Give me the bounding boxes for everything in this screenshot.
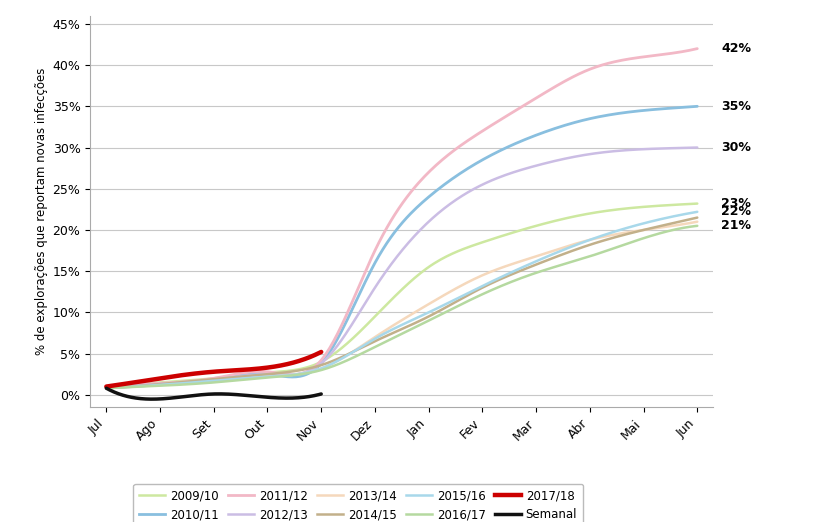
Text: 23%: 23% xyxy=(721,197,750,210)
Text: 22%: 22% xyxy=(721,205,750,218)
Text: 30%: 30% xyxy=(721,141,750,154)
Text: 21%: 21% xyxy=(721,219,750,232)
Y-axis label: % de explorações que reportam novas infecções: % de explorações que reportam novas infe… xyxy=(35,68,48,355)
Legend: 2009/10, 2010/11, 2011/12, 2012/13, 2013/14, 2014/15, 2015/16, 2016/17, 2017/18,: 2009/10, 2010/11, 2011/12, 2012/13, 2013… xyxy=(133,483,582,522)
Text: 35%: 35% xyxy=(721,100,750,113)
Text: 42%: 42% xyxy=(721,42,750,55)
